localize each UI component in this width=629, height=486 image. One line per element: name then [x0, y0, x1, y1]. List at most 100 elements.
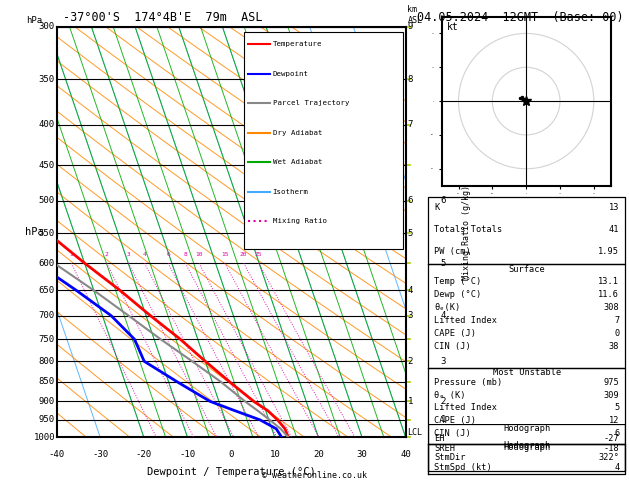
Text: Temp (°C): Temp (°C)	[434, 277, 482, 286]
Text: 1.95: 1.95	[598, 247, 620, 256]
Text: 10: 10	[269, 450, 280, 459]
Text: 38: 38	[609, 342, 620, 351]
Text: 4: 4	[408, 286, 413, 295]
Text: Hodograph: Hodograph	[503, 443, 550, 452]
Text: 2: 2	[408, 357, 413, 366]
Text: 309: 309	[604, 391, 620, 399]
Text: 350: 350	[39, 75, 55, 84]
Text: 550: 550	[39, 229, 55, 238]
Text: Isotherm: Isotherm	[273, 189, 309, 195]
Text: 4: 4	[441, 311, 446, 320]
Text: 7: 7	[441, 121, 446, 129]
Text: 13: 13	[609, 203, 620, 212]
Text: Lifted Index: Lifted Index	[434, 316, 498, 325]
Text: -30: -30	[92, 450, 108, 459]
Text: 8: 8	[184, 252, 187, 258]
Text: 13.1: 13.1	[598, 277, 620, 286]
Text: 2: 2	[105, 252, 109, 258]
Text: 500: 500	[39, 196, 55, 206]
Text: -20: -20	[136, 450, 152, 459]
Text: Wet Adiabat: Wet Adiabat	[273, 159, 322, 165]
Text: 12: 12	[609, 416, 620, 425]
Text: hPa: hPa	[25, 227, 43, 237]
Text: -37°00'S  174°4B'E  79m  ASL: -37°00'S 174°4B'E 79m ASL	[63, 11, 262, 24]
Text: 6: 6	[408, 196, 413, 206]
Text: 9: 9	[408, 22, 413, 31]
Text: K: K	[434, 203, 440, 212]
Text: 1: 1	[441, 416, 446, 424]
Text: Hodograph: Hodograph	[503, 424, 550, 433]
Text: -40: -40	[48, 450, 65, 459]
Text: 3: 3	[126, 252, 130, 258]
Text: 322°: 322°	[598, 453, 620, 462]
Text: 2: 2	[441, 397, 446, 406]
Text: 975: 975	[604, 378, 620, 387]
Text: LCL: LCL	[408, 428, 423, 436]
Text: 300: 300	[39, 22, 55, 31]
Text: Dewpoint: Dewpoint	[273, 70, 309, 77]
Text: 4: 4	[614, 463, 620, 472]
Text: CIN (J): CIN (J)	[434, 429, 471, 438]
Text: 5: 5	[441, 259, 446, 268]
Text: 20: 20	[313, 450, 324, 459]
Text: Parcel Trajectory: Parcel Trajectory	[273, 100, 349, 106]
Text: 41: 41	[609, 226, 620, 234]
Text: CAPE (J): CAPE (J)	[434, 329, 476, 338]
Text: Dewp (°C): Dewp (°C)	[434, 290, 482, 299]
Text: 5: 5	[408, 229, 413, 238]
Text: 3: 3	[408, 311, 413, 320]
Text: 450: 450	[39, 160, 55, 170]
Text: 3: 3	[441, 357, 446, 366]
Text: 4: 4	[143, 252, 147, 258]
Text: 1: 1	[408, 397, 413, 406]
Text: -10: -10	[179, 450, 196, 459]
Text: 25: 25	[255, 252, 262, 258]
Text: StmSpd (kt): StmSpd (kt)	[434, 463, 492, 472]
Text: hPa: hPa	[26, 16, 42, 25]
Text: 0: 0	[614, 329, 620, 338]
Text: Mixing Ratio: Mixing Ratio	[273, 218, 326, 225]
Text: 6: 6	[441, 196, 446, 206]
Text: 850: 850	[39, 378, 55, 386]
Text: CIN (J): CIN (J)	[434, 342, 471, 351]
Text: CAPE (J): CAPE (J)	[434, 416, 476, 425]
Text: 15: 15	[221, 252, 228, 258]
Text: EH: EH	[434, 434, 445, 443]
Text: 950: 950	[39, 416, 55, 424]
Text: 6: 6	[614, 429, 620, 438]
Text: Dry Adiabat: Dry Adiabat	[273, 130, 322, 136]
Text: Temperature: Temperature	[273, 41, 322, 47]
Text: 40: 40	[400, 450, 411, 459]
Text: Surface: Surface	[508, 265, 545, 274]
Text: 700: 700	[39, 311, 55, 320]
Text: Pressure (mb): Pressure (mb)	[434, 378, 503, 387]
Text: 650: 650	[39, 286, 55, 295]
Text: 8: 8	[408, 75, 413, 84]
Text: 11.6: 11.6	[598, 290, 620, 299]
Text: SREH: SREH	[434, 444, 455, 452]
Text: 800: 800	[39, 357, 55, 366]
Text: 1000: 1000	[33, 433, 55, 442]
Text: -18: -18	[604, 444, 620, 452]
Text: Hodograph: Hodograph	[504, 441, 551, 450]
Text: 8: 8	[441, 22, 446, 31]
Text: 1: 1	[69, 252, 73, 258]
Text: Most Unstable: Most Unstable	[493, 368, 561, 377]
Text: Lifted Index: Lifted Index	[434, 403, 498, 412]
Text: 750: 750	[39, 335, 55, 344]
Text: Totals Totals: Totals Totals	[434, 226, 503, 234]
Text: © weatheronline.co.uk: © weatheronline.co.uk	[262, 471, 367, 480]
Text: θₑ(K): θₑ(K)	[434, 303, 460, 312]
Bar	[244, 32, 403, 249]
Text: θₑ (K): θₑ (K)	[434, 391, 465, 399]
Text: 308: 308	[604, 303, 620, 312]
Text: 20: 20	[240, 252, 247, 258]
Text: PW (cm): PW (cm)	[434, 247, 471, 256]
Text: 600: 600	[39, 259, 55, 268]
Text: 10: 10	[196, 252, 203, 258]
Text: 30: 30	[357, 450, 367, 459]
Text: 6: 6	[166, 252, 170, 258]
Text: 7: 7	[408, 121, 413, 129]
Text: 900: 900	[39, 397, 55, 406]
Text: Mixing Ratio (g/kg): Mixing Ratio (g/kg)	[462, 185, 471, 279]
